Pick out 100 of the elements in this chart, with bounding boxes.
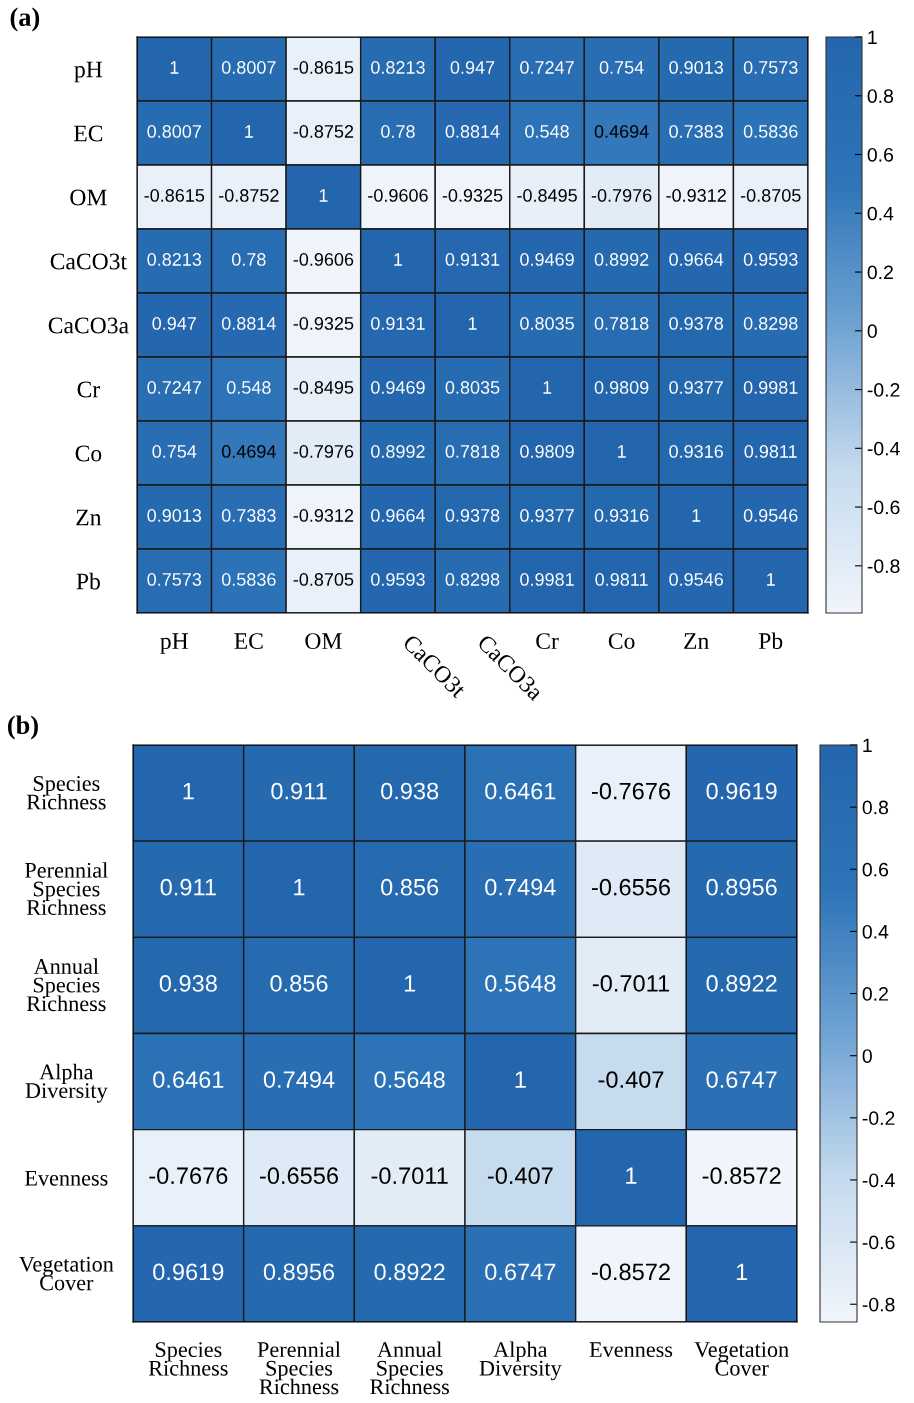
y-tick-label: Evenness xyxy=(25,1170,108,1186)
data-label: 0.8956 xyxy=(706,878,777,896)
data-label: 0.754 xyxy=(599,61,644,74)
data-label: 0.8035 xyxy=(520,317,574,330)
data-label: 0.947 xyxy=(450,61,495,74)
color-bar-label: 0 xyxy=(867,324,877,339)
data-label: 0.9316 xyxy=(669,445,723,458)
y-tick-label: OM xyxy=(70,189,107,206)
y-tick-label: Co xyxy=(75,445,102,462)
data-label: 0.8035 xyxy=(445,381,500,394)
data-label: 0.8298 xyxy=(743,317,798,330)
data-label: 0.9378 xyxy=(445,509,500,522)
color-bar-label: 0.8 xyxy=(867,89,894,103)
data-label: 0.911 xyxy=(160,878,216,896)
data-label: 0.938 xyxy=(159,975,217,992)
data-label: 0.9811 xyxy=(744,445,797,458)
color-bar-label: 0 xyxy=(862,1049,872,1063)
color-bar-label: 0.4 xyxy=(862,924,889,939)
color-bar-label: -0.2 xyxy=(867,383,900,397)
data-label: 1 xyxy=(617,445,626,458)
data-label: 1 xyxy=(294,879,305,896)
data-label: 0.9619 xyxy=(153,1263,224,1281)
data-label: 0.9131 xyxy=(445,253,500,266)
color-bar-label: 0.2 xyxy=(862,987,888,1001)
data-label: 0.8213 xyxy=(147,253,202,266)
data-label: -0.8752 xyxy=(293,125,354,138)
data-label: 0.9981 xyxy=(743,381,798,394)
x-tick-label: pH xyxy=(160,633,189,654)
data-label: -0.9606 xyxy=(368,189,428,202)
data-label: 0.8922 xyxy=(374,1263,445,1281)
x-tick-label: Annual Species Richness xyxy=(370,1341,449,1395)
data-label: 0.548 xyxy=(226,381,271,394)
x-tick-label: EC xyxy=(234,633,263,650)
data-label: 0.4694 xyxy=(221,445,276,458)
data-label: -0.8705 xyxy=(293,573,354,586)
data-label: 0.754 xyxy=(152,445,197,458)
data-label: -0.8615 xyxy=(144,189,205,202)
data-label: 0.5836 xyxy=(743,125,798,138)
x-tick-label: Pb xyxy=(758,632,783,650)
data-label: -0.9325 xyxy=(293,317,354,330)
data-label: 1 xyxy=(183,782,194,800)
data-label: 0.78 xyxy=(231,253,266,266)
data-label: 0.9809 xyxy=(520,445,574,458)
data-label: 0.9546 xyxy=(669,573,723,586)
data-label: -0.8572 xyxy=(592,1263,670,1281)
data-label: 1 xyxy=(468,317,477,330)
data-label: 0.5648 xyxy=(485,975,556,992)
y-tick-label: pH xyxy=(74,61,103,83)
x-tick-label: Perennial Species Richness xyxy=(257,1341,341,1395)
color-bar-label: 0.6 xyxy=(867,147,894,162)
data-label: 0.8956 xyxy=(263,1263,335,1281)
y-tick-label: CaCO3a xyxy=(48,317,129,334)
data-label: -0.8615 xyxy=(293,61,354,74)
data-label: 0.8814 xyxy=(445,125,500,138)
data-label: -0.407 xyxy=(487,1167,553,1185)
data-label: 0.5648 xyxy=(374,1071,445,1088)
data-label: -0.7976 xyxy=(293,445,354,458)
y-tick-label: Pb xyxy=(76,572,100,590)
data-label: 0.6461 xyxy=(153,1071,224,1088)
data-label: 0.6747 xyxy=(706,1071,777,1088)
x-tick-label: Vegetation Cover xyxy=(694,1342,789,1376)
x-tick-label: Co xyxy=(608,633,635,650)
data-label: 0.8298 xyxy=(445,573,500,586)
chart-title: (a) xyxy=(10,7,40,32)
data-label: 1 xyxy=(515,1071,526,1088)
data-label: -0.8572 xyxy=(702,1167,781,1185)
data-label: -0.7011 xyxy=(371,1167,448,1185)
data-label: 0.7818 xyxy=(594,317,649,330)
y-tick-label: Perennial Species Richness xyxy=(25,862,108,916)
data-label: 1 xyxy=(245,125,253,138)
data-label: -0.8495 xyxy=(517,189,577,202)
data-label: 0.8992 xyxy=(594,253,649,266)
data-label: 0.9377 xyxy=(669,381,723,394)
data-label: 0.9546 xyxy=(743,509,798,522)
data-label: 0.9811 xyxy=(595,573,648,586)
data-label: -0.9325 xyxy=(442,189,503,202)
data-label: -0.6556 xyxy=(260,1167,339,1185)
y-tick-label: Species Richness xyxy=(26,776,106,810)
data-label: 0.9316 xyxy=(594,509,649,522)
data-label: 0.7573 xyxy=(743,61,798,74)
x-tick-label: Species Richness xyxy=(148,1342,228,1376)
y-tick-label: Cr xyxy=(77,381,100,398)
x-tick-label: Evenness xyxy=(589,1342,673,1358)
x-tick-label: Alpha Diversity xyxy=(479,1341,562,1381)
data-label: 0.7494 xyxy=(263,1071,335,1088)
color-bar-label: -0.4 xyxy=(867,441,900,456)
data-label: 1 xyxy=(394,253,403,266)
y-tick-label: Zn xyxy=(76,509,102,526)
data-label: 0.8213 xyxy=(371,61,425,74)
data-label: 0.7383 xyxy=(221,509,276,522)
data-label: 0.78 xyxy=(381,125,415,138)
data-label: 0.6461 xyxy=(485,782,556,800)
data-label: 0.7247 xyxy=(147,381,201,394)
data-label: -0.7676 xyxy=(592,782,671,800)
color-bar-label: 0.8 xyxy=(862,800,889,815)
data-label: 0.9469 xyxy=(371,381,425,394)
data-label: 1 xyxy=(692,509,701,522)
data-label: 0.5836 xyxy=(221,573,276,586)
x-tick-label: Zn xyxy=(684,633,709,649)
chart-title: (b) xyxy=(8,715,38,740)
